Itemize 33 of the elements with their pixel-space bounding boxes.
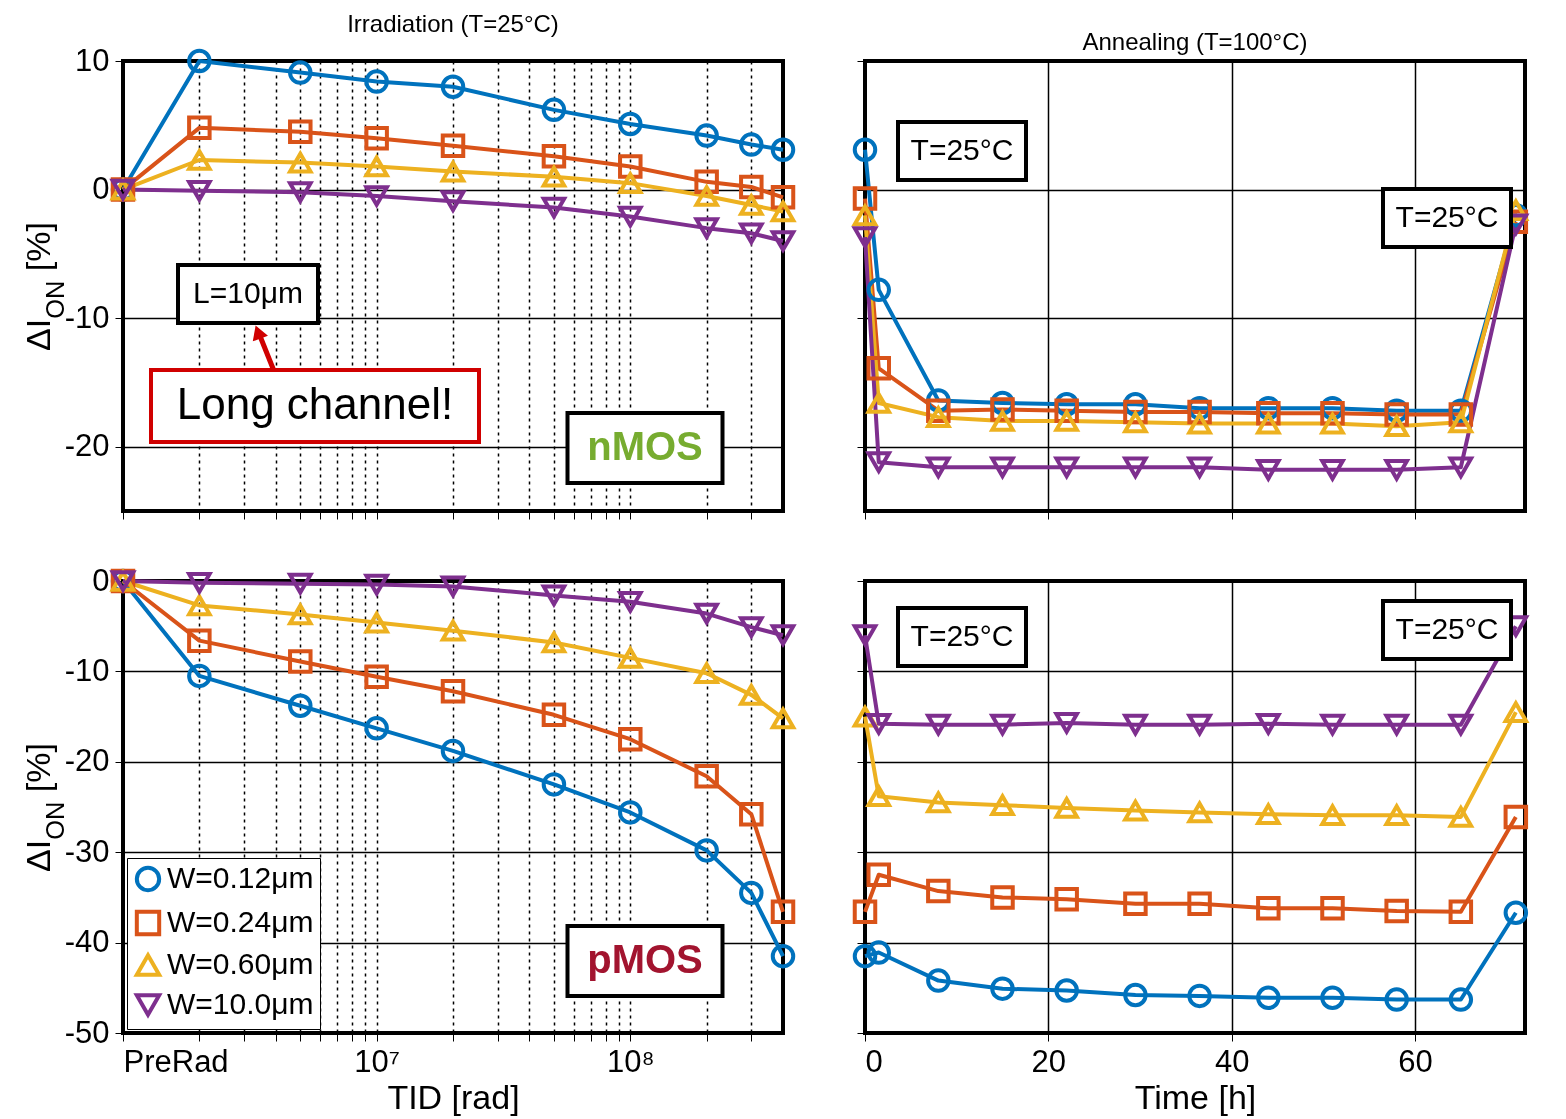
y-tick-label: -10 [64,299,110,335]
legend-label: W=0.12μm [167,861,314,894]
annotation: pMOS [587,937,703,981]
x-tick-label: 20 [1031,1043,1067,1079]
annotation: T=25°C [1395,200,1499,233]
x-tick-label: 40 [1214,1043,1250,1079]
y-tick-label: -20 [64,743,110,779]
y-tick-label: -10 [64,652,110,688]
annotation: T=25°C [1395,612,1499,645]
y-tick-label: -20 [64,428,110,464]
y-tick-label: 0 [92,562,110,598]
chart-title: Annealing (T=100°C) [1082,27,1308,55]
annotation: T=25°C [910,133,1014,166]
chart-title: Irradiation (T=25°C) [347,9,559,37]
annotation: T=25°C [910,619,1014,652]
x-tick-label: 0 [865,1043,883,1079]
x-tick-label: 10⁸ [607,1043,655,1079]
x-axis-title: Time [h] [1134,1077,1257,1116]
y-tick-label: -40 [64,924,110,960]
y-tick-label: 10 [75,42,110,78]
x-tick-label: 60 [1398,1043,1433,1079]
y-tick-label: -30 [64,833,110,869]
annotation: L=10μm [193,276,303,309]
legend-label: W=0.24μm [167,905,314,938]
x-axis-title: TID [rad] [387,1077,520,1116]
y-tick-label: 0 [92,171,110,207]
x-tick-label: 10⁷ [354,1043,400,1079]
legend-label: W=0.60μm [167,947,314,980]
annotation: nMOS [587,424,703,468]
annotation: Long channel! [176,379,454,428]
y-tick-label: -50 [64,1014,110,1050]
x-tick-label: PreRad [123,1043,229,1079]
legend-label: W=10.0μm [167,987,314,1020]
